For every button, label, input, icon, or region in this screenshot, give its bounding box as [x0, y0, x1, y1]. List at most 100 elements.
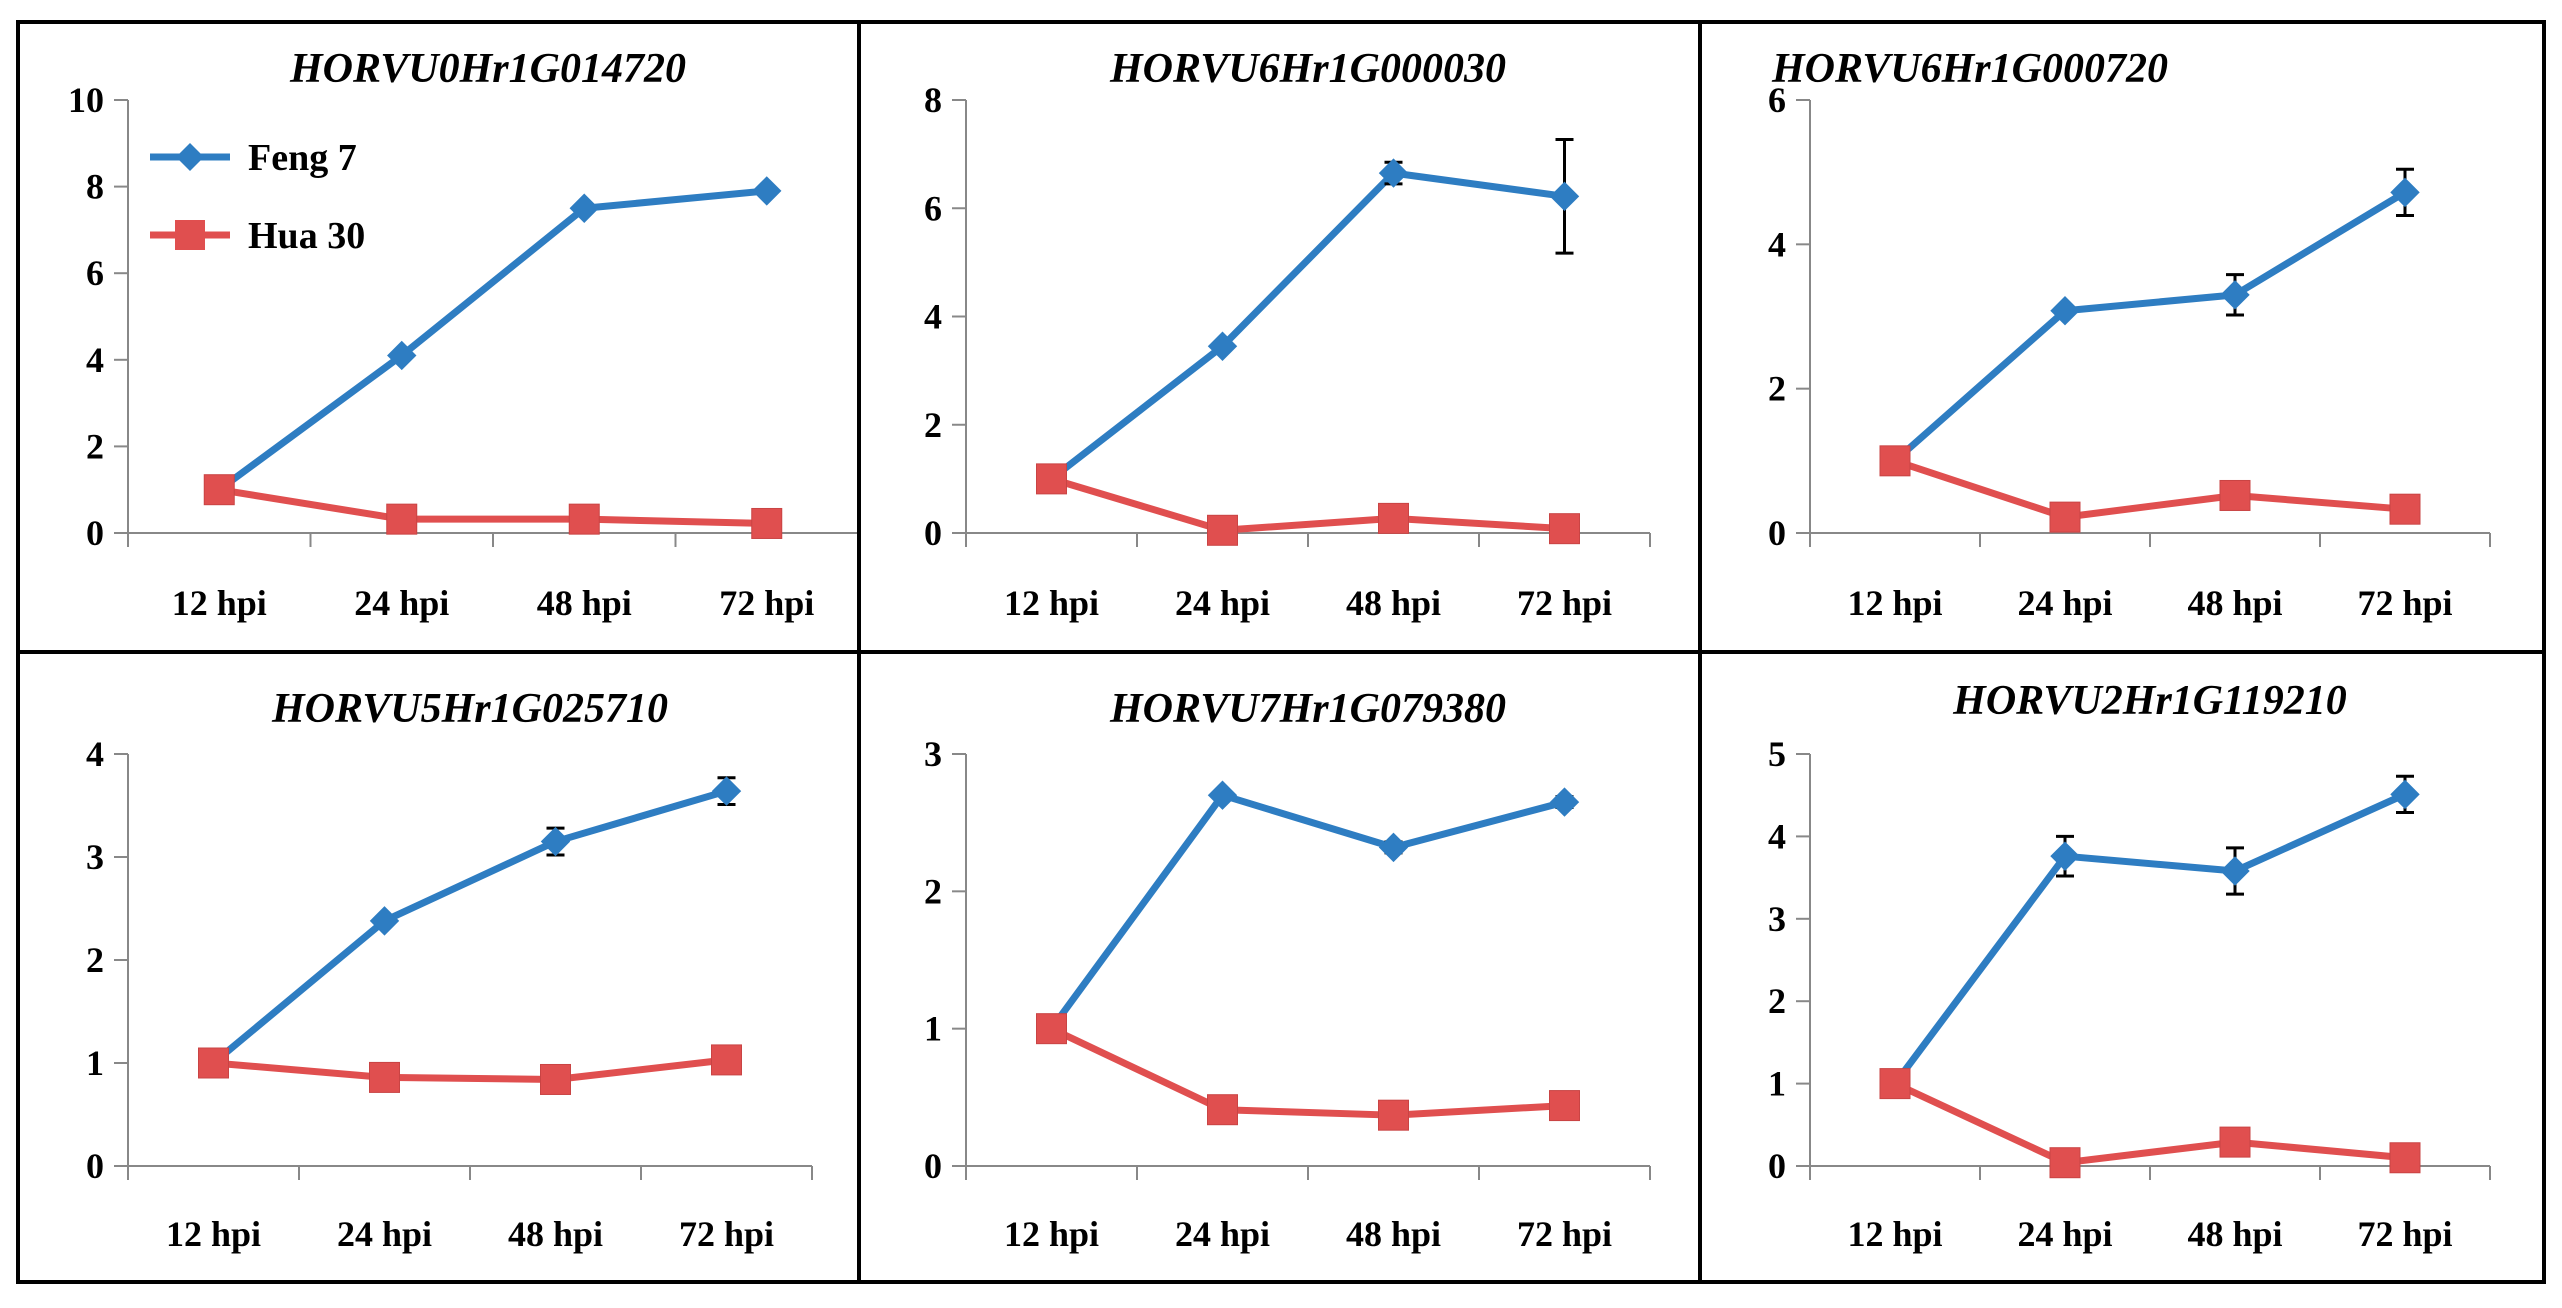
y-tick-label: 0	[1768, 513, 1786, 553]
data-point-diamond	[369, 906, 400, 936]
chart-title: HORVU6Hr1G000720	[1771, 46, 2168, 92]
data-point-diamond	[540, 826, 571, 857]
y-tick-label: 6	[1768, 80, 1786, 120]
x-tick-label: 24 hpi	[2017, 583, 2112, 623]
data-point-square	[198, 1047, 229, 1079]
data-point-diamond	[2220, 280, 2250, 310]
y-tick-label: 4	[86, 734, 104, 774]
data-point-square	[1879, 1068, 1911, 1100]
series-hua-30	[1879, 445, 2421, 533]
series-line	[213, 1056, 727, 1083]
series-hua-30	[1036, 1013, 1580, 1131]
x-tick-label: 48 hpi	[508, 1214, 603, 1254]
series-line	[1893, 457, 2406, 521]
series-line	[218, 486, 767, 527]
x-tick-label: 72 hpi	[679, 1214, 774, 1254]
data-point-square	[2389, 493, 2421, 525]
data-point-square	[1378, 502, 1409, 534]
data-point-square	[1207, 514, 1238, 546]
series-line	[1892, 791, 2407, 1086]
chart-panel-5: HORVU7Hr1G079380 0 1 2 3 12 hpi 24 hpi 48 hpi 72…	[924, 686, 1651, 1254]
y-tick-label: 0	[924, 513, 942, 553]
x-tick-label: 12 hpi	[166, 1214, 261, 1254]
x-tick-label: 24 hpi	[354, 583, 449, 623]
series-hua-30	[1036, 463, 1580, 546]
x-tick-label: 12 hpi	[1847, 1214, 1942, 1254]
chart-panel-6: HORVU2Hr1G119210 0 1 2 3 4 5 12 hpi 24 hpi 48 hpi…	[1768, 678, 2491, 1254]
x-tick-label: 48 hpi	[1346, 583, 1441, 623]
data-point-square	[369, 1061, 400, 1093]
data-point-diamond	[2390, 177, 2420, 208]
y-tick-label: 1	[1768, 1064, 1786, 1104]
y-tick-label: 3	[1768, 899, 1786, 939]
x-tick-label: 72 hpi	[2357, 583, 2452, 623]
legend-marker-square	[175, 220, 205, 250]
chart-panel-4: HORVU5Hr1G025710 0 1 2 3 4 12 hpi 24 hpi 48 hpi 7…	[86, 686, 813, 1254]
y-tick-label: 2	[924, 405, 942, 445]
y-tick-label: 10	[68, 80, 104, 120]
data-point-diamond	[2050, 296, 2080, 326]
data-point-diamond	[1378, 832, 1409, 863]
series-line	[1050, 1025, 1565, 1119]
x-tick-label: 12 hpi	[172, 583, 267, 623]
series-line	[211, 787, 728, 1066]
data-point-square	[540, 1063, 571, 1095]
x-tick-label: 48 hpi	[2187, 583, 2282, 623]
x-tick-label: 72 hpi	[719, 583, 814, 623]
y-tick-label: 0	[1768, 1146, 1786, 1186]
data-point-square	[2049, 501, 2081, 533]
data-point-square	[203, 474, 235, 506]
y-tick-label: 6	[86, 253, 104, 293]
data-point-diamond	[387, 340, 417, 371]
x-tick-label: 12 hpi	[1004, 1214, 1099, 1254]
x-tick-label: 12 hpi	[1004, 583, 1099, 623]
y-tick-label: 8	[924, 80, 942, 120]
chart-title: HORVU7Hr1G079380	[1109, 686, 1506, 732]
chart-legend: Feng 7 Hua 30	[150, 137, 365, 257]
data-point-diamond	[2390, 779, 2420, 810]
data-point-diamond	[1378, 158, 1409, 188]
y-tick-label: 1	[86, 1043, 104, 1083]
data-point-diamond	[1207, 780, 1238, 810]
series-hua-30	[1879, 1068, 2421, 1179]
data-point-square	[568, 503, 600, 535]
panel-grid-frame	[16, 20, 2546, 1284]
y-tick-label: 4	[1768, 816, 1786, 856]
chart-title: HORVU0Hr1G014720	[289, 46, 686, 92]
x-tick-label: 72 hpi	[2357, 1214, 2452, 1254]
legend-label: Feng 7	[248, 137, 357, 179]
data-point-square	[2219, 1126, 2251, 1158]
data-point-square	[2219, 479, 2251, 511]
chart-title: HORVU6Hr1G000030	[1109, 46, 1506, 92]
data-point-square	[1879, 445, 1911, 477]
series-line	[1049, 169, 1565, 482]
y-tick-label: 2	[86, 426, 104, 466]
legend-label: Hua 30	[248, 215, 365, 257]
data-point-square	[386, 503, 418, 535]
data-point-square	[2389, 1142, 2421, 1174]
data-point-square	[1036, 463, 1067, 495]
x-tick-label: 48 hpi	[537, 583, 632, 623]
y-tick-label: 1	[924, 1009, 942, 1049]
series-hua-30	[203, 474, 783, 539]
data-point-diamond	[569, 193, 599, 223]
y-tick-label: 4	[1768, 224, 1786, 264]
x-tick-label: 72 hpi	[1517, 583, 1612, 623]
y-tick-label: 4	[86, 340, 104, 380]
series-line	[1893, 1080, 2406, 1167]
data-point-diamond	[1549, 787, 1580, 817]
x-tick-label: 24 hpi	[1175, 1214, 1270, 1254]
chart-title: HORVU2Hr1G119210	[1952, 678, 2347, 724]
data-point-diamond	[711, 776, 742, 806]
data-point-square	[1549, 513, 1580, 545]
x-tick-label: 12 hpi	[1847, 583, 1942, 623]
series-hua-30	[198, 1044, 742, 1095]
x-tick-label: 48 hpi	[2187, 1214, 2282, 1254]
data-point-square	[2049, 1147, 2081, 1179]
data-point-square	[1549, 1090, 1580, 1122]
chart-panel-2: HORVU6Hr1G000030 0 2 4 6 8 12 hpi 24 hpi 48 hpi 7…	[924, 46, 1651, 623]
y-tick-label: 0	[924, 1146, 942, 1186]
y-tick-label: 2	[924, 871, 942, 911]
y-tick-label: 3	[86, 837, 104, 877]
x-tick-label: 24 hpi	[337, 1214, 432, 1254]
